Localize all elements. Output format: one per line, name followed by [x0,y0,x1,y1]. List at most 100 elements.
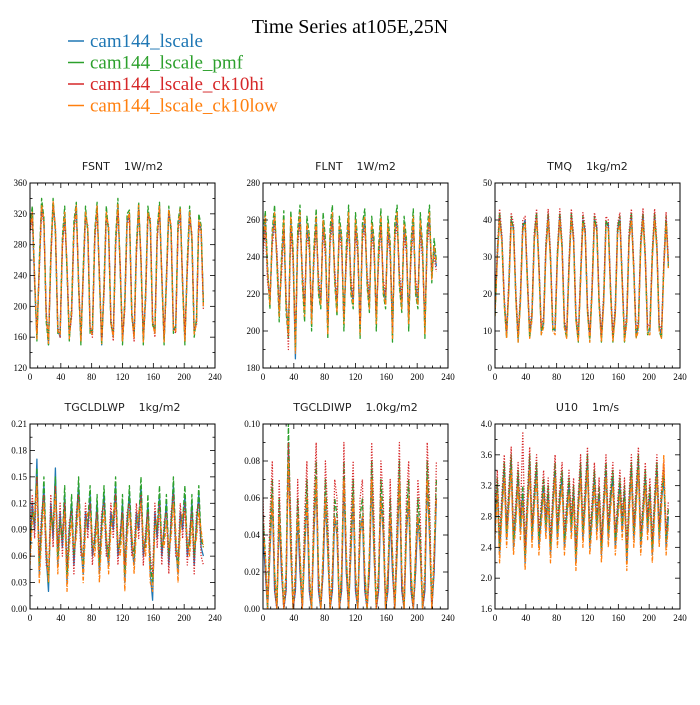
x-tick-label: 40 [521,372,531,382]
y-tick-label: 0.09 [11,525,27,535]
x-tick-label: 160 [380,372,394,382]
series-group [263,424,438,609]
y-tick-label: 4.0 [481,419,493,429]
x-tick-label: 240 [208,372,222,382]
x-tick-label: 160 [612,613,626,623]
figure-title: Time Series at105E,25N [252,16,448,38]
series-line-3 [263,460,438,609]
panel-title: TGCLDIWP 1.0kg/m2 [292,401,418,414]
y-tick-label: 320 [14,209,28,219]
y-tick-label: 160 [14,332,28,342]
u10-panel: U10 1m/s 0 40 80 120 160 200 240 1.6 2.0 2.4 2.8 3.2… [481,401,688,623]
x-tick-label: 0 [493,372,498,382]
x-tick-label: 200 [410,613,424,623]
x-tick-label: 160 [147,613,161,623]
legend-entry: cam144_lscale_ck10hi [68,74,264,95]
y-tick-label: 0.00 [244,604,260,614]
y-tick-label: 0.18 [11,445,27,455]
panel-title: FSNT 1W/m2 [82,160,163,173]
x-tick-label: 200 [177,613,191,623]
x-tick-label: 160 [380,613,394,623]
y-tick-label: 0.10 [244,419,260,429]
y-tick-label: 0.08 [244,456,260,466]
x-tick-label: 0 [261,372,266,382]
y-tick-label: 360 [14,178,28,188]
y-tick-label: 0.04 [244,530,260,540]
x-tick-label: 80 [87,613,97,623]
y-tick-label: 240 [247,252,261,262]
y-tick-label: 20 [483,289,493,299]
y-tick-label: 10 [483,326,493,336]
x-tick-label: 80 [552,372,562,382]
flnt-panel: FLNT 1W/m2 0 40 80 120 160 200 240 180 200 220 240 2… [247,160,456,382]
legend-label: cam144_lscale_ck10hi [90,74,264,95]
series-group [30,197,205,346]
x-tick-label: 120 [349,613,363,623]
x-tick-label: 80 [320,372,330,382]
legend-label: cam144_lscale [90,31,203,52]
legend: cam144_lscalecam144_lscale_pmfcam144_lsc… [68,31,278,117]
y-tick-label: 200 [247,326,261,336]
y-tick-label: 0.00 [11,604,27,614]
y-tick-label: 30 [483,252,493,262]
x-tick-label: 120 [116,613,130,623]
series-line-3 [495,219,670,343]
x-tick-label: 0 [493,613,498,623]
x-tick-label: 0 [261,613,266,623]
series-line-3 [495,454,670,572]
y-tick-label: 260 [247,215,261,225]
series-group [495,208,670,343]
tgcldlwp-panel: TGCLDLWP 1kg/m2 0 40 80 120 160 200 240 0.00 0.03… [11,401,222,623]
series-group [495,431,670,572]
panel-title: FLNT 1W/m2 [315,160,396,173]
panel-title: U10 1m/s [556,401,619,414]
legend-label: cam144_lscale_pmf [90,53,244,74]
y-tick-label: 0.06 [11,551,27,561]
legend-entry: cam144_lscale_pmf [68,53,244,74]
y-tick-label: 1.6 [481,604,493,614]
x-tick-label: 160 [612,372,626,382]
x-tick-label: 120 [581,613,595,623]
x-tick-label: 120 [581,372,595,382]
x-tick-label: 120 [116,372,130,382]
y-tick-label: 2.0 [481,573,493,583]
y-tick-label: 2.8 [481,512,493,522]
x-tick-label: 240 [441,372,455,382]
y-tick-label: 40 [483,215,493,225]
series-line-2 [263,441,438,609]
x-tick-label: 40 [56,372,66,382]
y-tick-label: 280 [247,178,261,188]
x-tick-label: 80 [552,613,562,623]
series-line-2 [495,431,670,548]
x-tick-label: 40 [56,613,66,623]
tmq-panel: TMQ 1kg/m2 0 40 80 120 160 200 240 0 10 20 30 40 50 [483,160,687,382]
series-group [30,458,205,601]
x-tick-label: 0 [28,613,33,623]
y-tick-label: 3.6 [481,450,493,460]
y-tick-label: 0.06 [244,493,260,503]
tgcldiwp-panel: TGCLDIWP 1.0kg/m2 0 40 80 120 160 200 240 0.00 0.… [244,401,455,623]
series-line-2 [30,476,205,575]
y-tick-label: 220 [247,289,261,299]
series-line-2 [30,205,205,342]
x-tick-label: 200 [642,613,656,623]
y-tick-label: 200 [14,301,28,311]
y-tick-label: 180 [247,363,261,373]
panel-title: TGCLDLWP 1kg/m2 [64,401,181,414]
chart-panels: FSNT 1W/m20 40 80 120 160 200 2401201602002402… [11,160,687,623]
legend-entry: cam144_lscale_ck10low [68,96,278,117]
legend-label: cam144_lscale_ck10low [90,96,278,117]
x-tick-label: 40 [289,613,299,623]
y-tick-label: 0 [488,363,493,373]
y-tick-label: 280 [14,240,28,250]
series-line-2 [495,208,670,336]
x-tick-label: 200 [642,372,656,382]
y-tick-label: 0.03 [11,578,27,588]
x-tick-label: 120 [349,372,363,382]
y-tick-label: 0.02 [244,567,260,577]
x-tick-label: 240 [441,613,455,623]
y-tick-label: 240 [14,271,28,281]
legend-entry: cam144_lscale [68,31,203,52]
x-tick-label: 80 [87,372,97,382]
